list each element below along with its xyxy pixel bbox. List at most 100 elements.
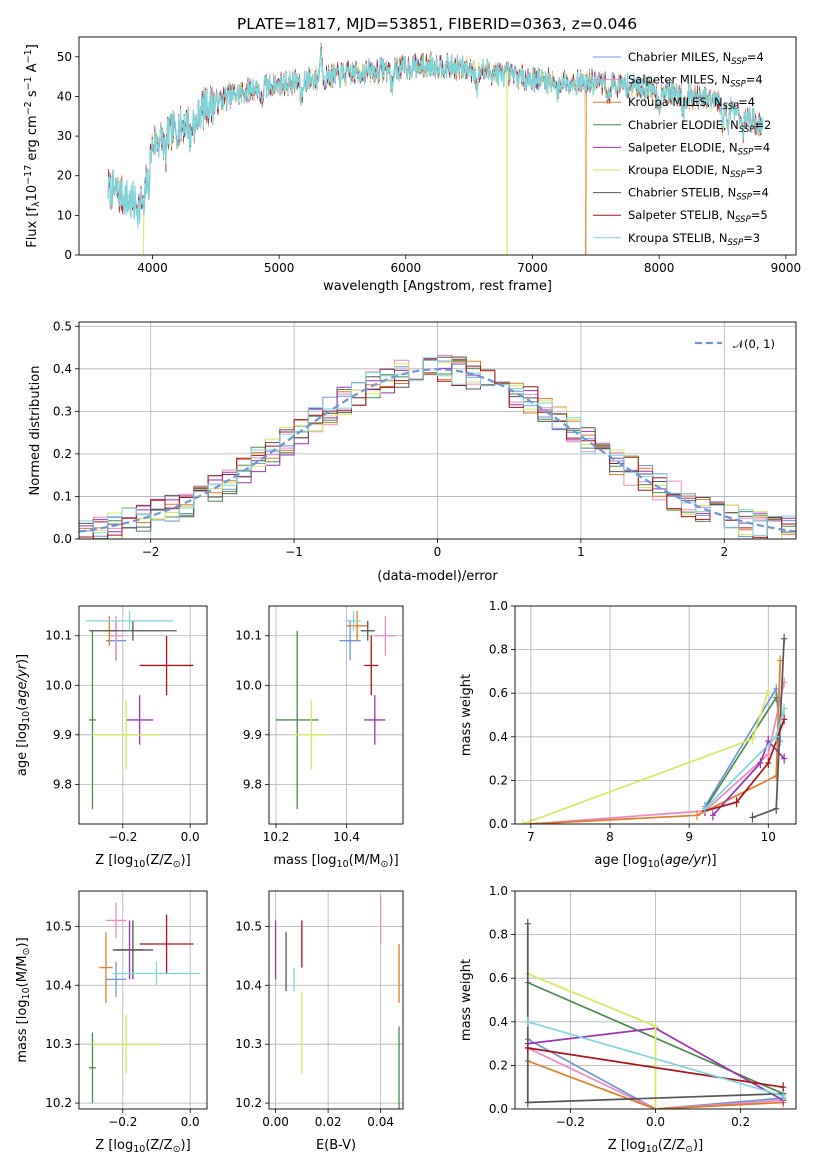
x-axis-label-part: 10 [337, 859, 349, 870]
axes-frame [78, 890, 208, 1110]
x-axis-label-part: )] [693, 1138, 703, 1153]
x-axis-label-part: )] [181, 853, 191, 868]
y-tick-label: 9.9 [243, 728, 262, 742]
legend-entry-suffix: =4 [746, 73, 763, 87]
errorbar-point [346, 610, 368, 641]
mass-weight-lines [524, 918, 787, 1109]
y-axis-label-part: ⊙ [21, 948, 32, 956]
x-axis-label-part: )] [181, 1138, 191, 1153]
errorbar-point [89, 630, 96, 810]
legend-entry-sub: SSP [731, 57, 747, 67]
residuals-panel: −2 −1 0 1 2 0.0 0.1 0.2 0.3 0.4 0.5 (data-model)/er… [28, 319, 797, 584]
x-tick-label: 1 [577, 545, 585, 559]
x-axis-label: (data-model)/error [377, 569, 498, 584]
errorbar-point [112, 961, 201, 986]
y-axis-label: Flux [fλ10−17 erg cm−2 s−1 A−1] [23, 44, 42, 248]
mass-weight-series-2 [527, 1060, 784, 1109]
mass-weight-series-2 [530, 660, 782, 824]
point-marker [780, 1082, 787, 1093]
y-tick-label: 0.0 [489, 817, 508, 831]
errorbar-point [112, 920, 154, 980]
x-tick-label: 0.00 [262, 1115, 289, 1129]
y-tick-label: 0.0 [489, 1102, 508, 1116]
y-tick-label: 0.2 [489, 1058, 508, 1072]
legend-entry-sub: SSP [738, 147, 754, 157]
y-axis-label-part: )] [15, 937, 30, 947]
mass-weight-lines [519, 633, 788, 824]
y-tick-label: 0.6 [489, 971, 508, 985]
mass-weight-series-1 [530, 682, 785, 824]
x-axis-label-part: )] [389, 853, 399, 868]
y-tick-label: 50 [57, 50, 72, 64]
legend-entry-sub: SSP [730, 80, 746, 90]
axes-frame [514, 890, 797, 1110]
y-tick-label: 0.2 [489, 773, 508, 787]
y-tick-label: 10.2 [235, 1096, 262, 1110]
y-axis-label-part: 10 [21, 987, 32, 999]
legend-entry: Chabrier MILES, NSSP=4 [628, 50, 764, 67]
y-axis-label-part: (M/M [15, 955, 30, 987]
legend-entry: Salpeter MILES, NSSP=4 [628, 73, 763, 90]
x-axis-label-part: ⊙ [685, 1144, 693, 1155]
y-axis-label-part: −2 [23, 101, 34, 115]
point-marker [765, 749, 772, 760]
x-axis-label: mass [log10(M/M⊙)] [273, 853, 398, 870]
histograms [79, 355, 796, 539]
legend-entry: Salpeter STELIB, NSSP=5 [628, 208, 768, 225]
errorbar-point [126, 695, 154, 745]
y-axis-label: mass weight [459, 959, 474, 1041]
y-axis-label-part: λ [31, 201, 42, 207]
point-marker [709, 810, 716, 821]
y-tick-label: 40 [57, 89, 72, 103]
errorbar-point [92, 1014, 160, 1074]
x-axis-label-part: Z [log [95, 853, 133, 868]
legend-entry-name: Salpeter MILES, N [628, 73, 730, 87]
errorbar-point [89, 620, 177, 641]
x-tick-label: 0.2 [731, 1115, 750, 1129]
point-marker [773, 683, 780, 694]
point-marker [773, 803, 780, 814]
errorbar-point [109, 615, 123, 656]
x-tick-label: 0.0 [646, 1115, 665, 1129]
errorbar-point [360, 620, 375, 641]
x-axis-label-part: ⊙ [381, 859, 389, 870]
y-tick-label: 20 [57, 169, 72, 183]
axes-frame [78, 321, 797, 540]
legend-entry: Salpeter ELODIE, NSSP=4 [628, 140, 770, 157]
point-marker [524, 1097, 531, 1108]
x-tick-label: 0.02 [315, 1115, 342, 1129]
mass-weight-series-4 [712, 739, 785, 816]
x-axis-label-part: Z [log [608, 1138, 646, 1153]
point-marker [652, 1104, 659, 1109]
x-axis-label-part: )] [706, 853, 716, 868]
y-tick-label: 10.3 [45, 1037, 72, 1051]
y-axis-label-part: 10 [25, 185, 40, 202]
legend-entry-sub: SSP [730, 170, 746, 180]
point-marker [781, 703, 788, 714]
y-tick-label: 0.3 [53, 404, 72, 418]
x-tick-label: 2 [720, 545, 728, 559]
errorbars [89, 902, 201, 1104]
mass-weight-series-0 [527, 1038, 784, 1109]
y-axis-label: mass weight [459, 674, 474, 756]
x-axis-label: age [log10(age/yr)] [594, 853, 716, 870]
y-tick-label: 10.4 [235, 978, 262, 992]
mass-weight-series-1 [527, 1047, 784, 1109]
y-tick-label: 0.1 [53, 489, 72, 503]
x-axis-label: Z [log10(Z/Z⊙)] [608, 1138, 703, 1155]
legend-entry-name: Salpeter STELIB, N [628, 208, 735, 222]
spectrum-panel: 4000 5000 6000 7000 8000 9000 0 10 20 30 40 50 wavel… [23, 36, 801, 294]
y-axis-label-part: erg cm [25, 115, 40, 164]
y-tick-label: 0.4 [489, 1015, 508, 1029]
y-tick-label: 0.4 [489, 730, 508, 744]
legend-entry-name: Kroupa MILES, N [628, 95, 723, 109]
x-tick-label: 7 [527, 830, 535, 844]
legend-entry-sub: SSP [736, 193, 752, 203]
errorbar-point [105, 961, 127, 998]
errorbar-point [139, 914, 194, 974]
errorbar-point [364, 695, 386, 745]
normal-reference-curve [79, 368, 796, 533]
point-marker [524, 918, 531, 929]
x-tick-label: −0.2 [108, 830, 137, 844]
